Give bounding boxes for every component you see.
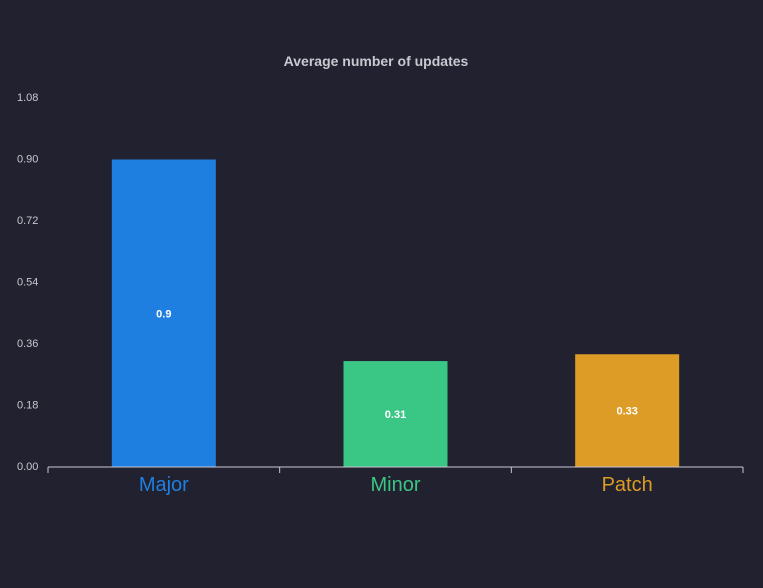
y-axis: 0.00 0.18 0.36 0.54 0.72 0.90 1.08 <box>17 92 38 473</box>
bars-group: 0.9 0.31 0.33 <box>111 159 680 467</box>
data-label-minor: 0.31 <box>385 409 406 421</box>
y-tick-label: 0.18 <box>17 400 38 412</box>
y-tick-label: 1.08 <box>17 92 38 104</box>
y-tick-label: 0.90 <box>17 154 38 166</box>
y-tick-label: 0.54 <box>17 277 38 289</box>
y-tick-label: 0.00 <box>17 461 38 473</box>
bar-major <box>111 159 216 467</box>
y-tick-label: 0.72 <box>17 215 38 227</box>
bar-minor <box>343 361 448 467</box>
data-label-major: 0.9 <box>156 308 171 320</box>
x-axis: Major Minor Patch <box>47 466 744 496</box>
x-category-label-major: Major <box>139 474 189 496</box>
x-category-label-minor: Minor <box>370 474 420 496</box>
bar-patch <box>575 354 680 467</box>
x-category-label-patch: Patch <box>602 474 653 496</box>
y-tick-label: 0.36 <box>17 338 38 350</box>
data-label-patch: 0.33 <box>616 406 637 418</box>
chart-title: Average number of updates <box>284 53 469 69</box>
